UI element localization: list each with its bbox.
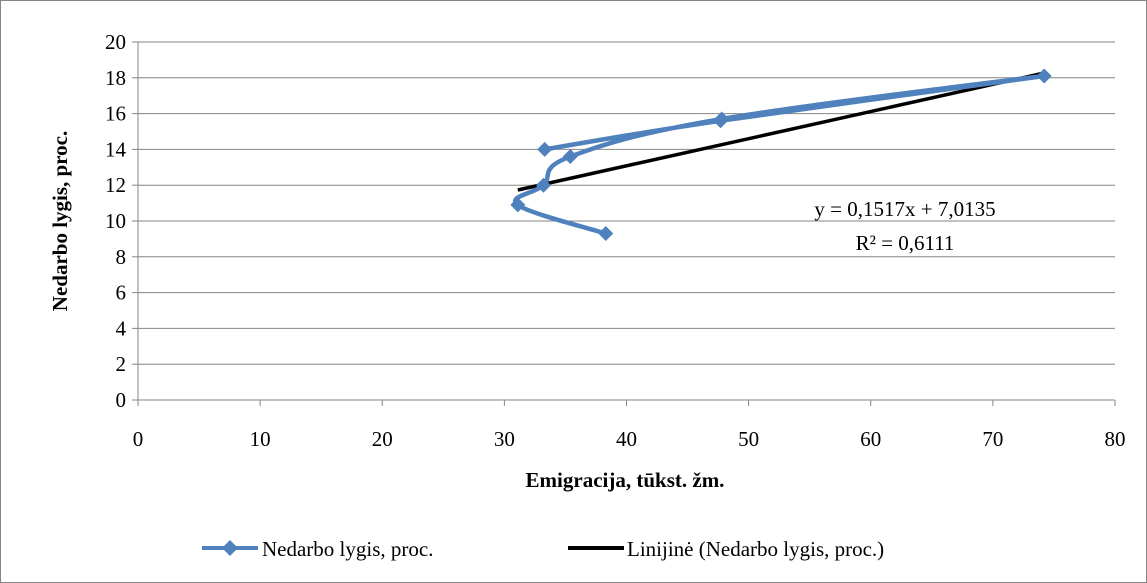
y-axis-tick-labels: 0 2 4 6 8 10 12 14 16 18 20	[105, 30, 127, 412]
legend-trendline-label: Linijinė (Nedarbo lygis, proc.)	[627, 537, 884, 561]
series-group	[510, 68, 1052, 242]
gridlines	[138, 41, 1115, 365]
y-tick-label-20: 20	[105, 30, 126, 54]
x-tick-label-40: 40	[616, 427, 637, 451]
data-point-5	[1036, 68, 1052, 84]
x-tick-label-50: 50	[738, 427, 759, 451]
y-tick-label-8: 8	[116, 245, 127, 269]
x-tick-label-80: 80	[1105, 427, 1126, 451]
y-tick-label-18: 18	[105, 66, 126, 90]
data-point-6	[713, 113, 729, 129]
trendline-equation: y = 0,1517x + 7,0135	[814, 197, 995, 221]
trendline-group	[517, 71, 1045, 192]
trendline-r-squared: R² = 0,6111	[856, 231, 955, 255]
y-tick-label-4: 4	[116, 316, 127, 340]
data-point-1	[510, 197, 526, 213]
data-point-7	[537, 141, 553, 157]
x-tick-label-10: 10	[250, 427, 271, 451]
y-tick-label-12: 12	[105, 173, 126, 197]
x-tick-label-30: 30	[494, 427, 515, 451]
data-point-0	[598, 226, 614, 242]
x-tick-label-0: 0	[133, 427, 144, 451]
y-tick-label-2: 2	[116, 352, 127, 376]
x-axis-tick-labels: 0 10 20 30 40 50 60 70 80	[133, 427, 1126, 451]
x-tick-label-60: 60	[860, 427, 881, 451]
y-tick-label-6: 6	[116, 281, 127, 305]
axes	[132, 41, 1116, 406]
data-point-2	[535, 177, 551, 193]
legend-series-marker	[222, 540, 238, 556]
x-tick-label-20: 20	[372, 427, 393, 451]
x-axis-title: Emigracija, tūkst. žm.	[526, 468, 725, 492]
data-point-3	[562, 149, 578, 165]
x-tick-label-70: 70	[982, 427, 1003, 451]
y-tick-label-0: 0	[116, 388, 127, 412]
legend: Nedarbo lygis, proc. Linijinė (Nedarbo l…	[202, 537, 884, 561]
y-tick-label-16: 16	[105, 102, 126, 126]
y-tick-label-10: 10	[105, 209, 126, 233]
legend-series-label: Nedarbo lygis, proc.	[262, 537, 433, 561]
y-tick-label-14: 14	[105, 137, 127, 161]
trendline	[517, 71, 1045, 192]
y-axis-title: Nedarbo lygis, proc.	[48, 131, 72, 311]
